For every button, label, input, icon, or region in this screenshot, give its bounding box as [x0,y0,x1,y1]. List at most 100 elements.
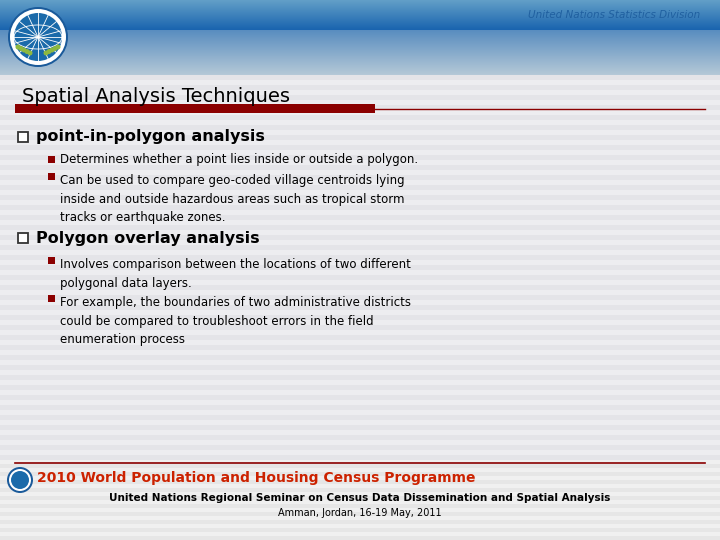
Bar [0,150,720,155]
Bar [0,13,720,14]
Bar [0,65,720,70]
Text: Polygon overlay analysis: Polygon overlay analysis [36,231,260,246]
Bar [0,85,720,90]
Bar [0,32,720,33]
Bar [0,490,720,495]
Bar [0,275,720,280]
Bar [0,530,720,535]
Bar [0,16,720,17]
Bar [0,27,720,28]
Bar [0,57,720,58]
Bar [0,12,720,13]
Bar [0,17,720,18]
Bar [0,495,720,500]
Bar [0,45,720,50]
Bar [0,395,720,400]
Bar [0,520,720,525]
Bar [0,17,720,18]
Text: United Nations Regional Seminar on Census Data Dissemination and Spatial Analysi: United Nations Regional Seminar on Censu… [109,493,611,503]
Bar [0,505,720,510]
Bar [0,50,720,51]
Bar [18,233,28,243]
Bar [0,385,720,390]
Bar [0,160,720,165]
Bar [15,104,375,113]
Bar [0,200,720,205]
Bar [48,257,55,264]
Bar [0,185,720,190]
Bar [0,468,720,472]
Text: Determines whether a point lies inside or outside a polygon.: Determines whether a point lies inside o… [60,152,418,165]
Bar [0,42,720,43]
Bar [0,110,720,115]
Bar [0,235,720,240]
Bar [0,125,720,130]
Bar [0,9,720,10]
Bar [0,38,720,39]
Bar [0,49,720,50]
Circle shape [43,51,48,56]
Bar [0,510,720,515]
Bar [0,450,720,455]
Bar [0,470,720,475]
Bar [0,2,720,3]
Circle shape [47,49,52,54]
Bar [0,210,720,215]
Bar [0,405,720,410]
Circle shape [19,46,24,51]
Bar [0,39,720,40]
Bar [0,500,720,505]
Bar [0,51,720,52]
Bar [0,15,720,20]
Bar [0,115,720,120]
Bar [0,24,720,25]
Bar [0,1,720,2]
Bar [0,47,720,48]
Bar [0,24,720,25]
Bar [0,5,720,6]
Bar [0,415,720,420]
Bar [0,12,720,13]
Bar [0,40,720,45]
Circle shape [9,469,31,491]
Bar [0,14,720,15]
Bar [0,8,720,9]
Bar [0,255,720,260]
Bar [0,0,720,1]
Bar [0,425,720,430]
Circle shape [10,9,66,65]
Bar [0,445,720,450]
Bar [0,504,720,508]
Text: Involves comparison between the locations of two different
polygonal data layers: Involves comparison between the location… [60,258,411,289]
Bar [0,3,720,4]
Bar [0,155,720,160]
Bar [0,508,720,512]
Bar [0,260,720,265]
Bar [0,62,720,63]
Bar [0,3,720,4]
Bar [0,345,720,350]
Bar [0,34,720,35]
Bar [0,30,720,35]
Bar [0,145,720,150]
Bar [0,476,720,480]
Text: Amman, Jordan, 16-19 May, 2011: Amman, Jordan, 16-19 May, 2011 [278,508,442,518]
Bar [0,18,720,19]
Bar [0,375,720,380]
Bar [0,19,720,20]
Bar [0,485,720,490]
Bar [0,120,720,125]
Bar [48,295,55,302]
Bar [0,516,720,520]
Bar [0,170,720,175]
Bar [0,11,720,12]
Bar [0,410,720,415]
Bar [0,21,720,22]
Bar [0,4,720,5]
Bar [0,10,720,15]
Bar [0,480,720,485]
Bar [0,532,720,536]
Bar [0,22,720,23]
Bar [0,2,720,3]
Bar [0,464,720,468]
